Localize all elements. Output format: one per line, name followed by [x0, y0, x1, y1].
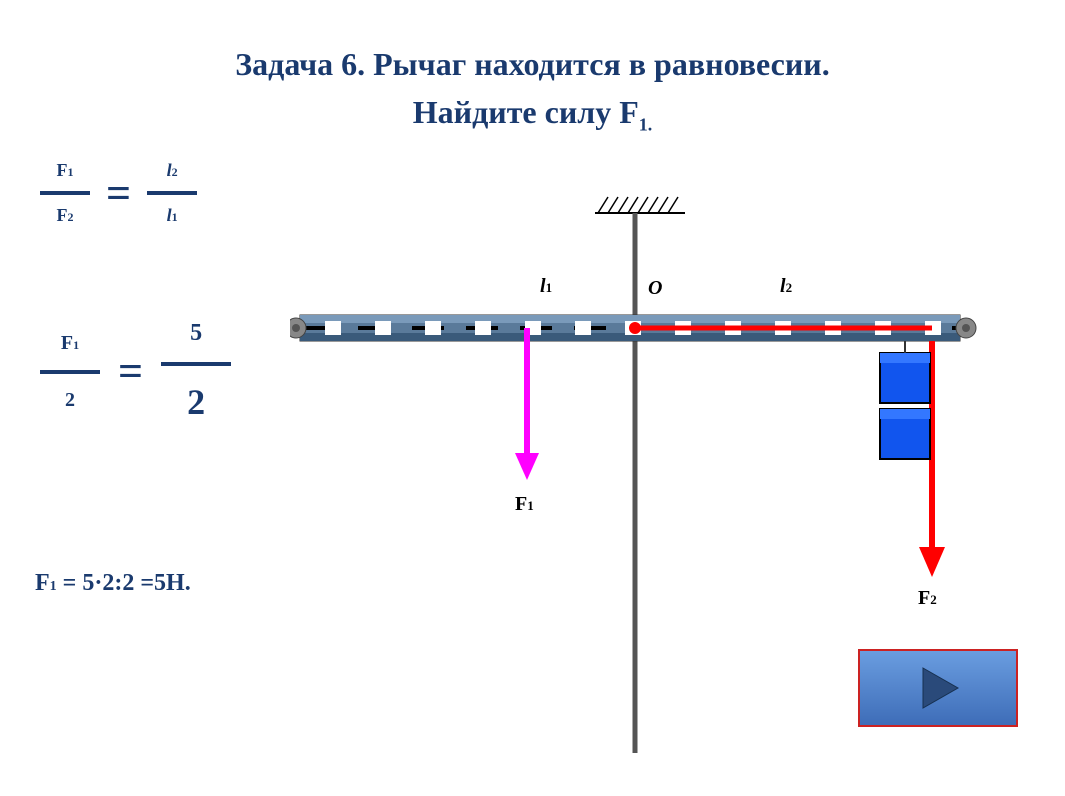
next-button[interactable] [858, 649, 1018, 727]
label-l1: l1 [540, 275, 552, 298]
eq2-equals: = [118, 346, 143, 397]
label-O: O [648, 277, 662, 300]
play-icon [913, 663, 963, 713]
eq1-right-fraction: l2 l1 [147, 160, 197, 226]
equation-2: F1 2 = 5 2 [40, 320, 231, 423]
title-line1: Задача 6. Рычаг находится в равновесии. [235, 46, 829, 82]
eq1-equals: = [106, 168, 131, 219]
label-l2: l2 [780, 275, 792, 298]
eq2-right-fraction: 5 2 [161, 320, 231, 423]
weights [880, 341, 930, 459]
title-line2: Найдите силу F1. [413, 94, 653, 130]
pivot-point [629, 322, 641, 334]
equation-1: F1 F2 = l2 l1 [40, 160, 197, 226]
label-F2: F2 [918, 587, 937, 610]
f1-arrow [515, 328, 539, 480]
title: Задача 6. Рычаг находится в равновесии. … [0, 0, 1065, 138]
label-F1: F1 [515, 493, 534, 516]
eq2-left-fraction: F1 2 [40, 332, 100, 412]
ceiling-hatch [595, 197, 685, 213]
answer: F1 = 5·2:2 =5Н. [35, 570, 191, 597]
eq1-left-fraction: F1 F2 [40, 160, 90, 226]
